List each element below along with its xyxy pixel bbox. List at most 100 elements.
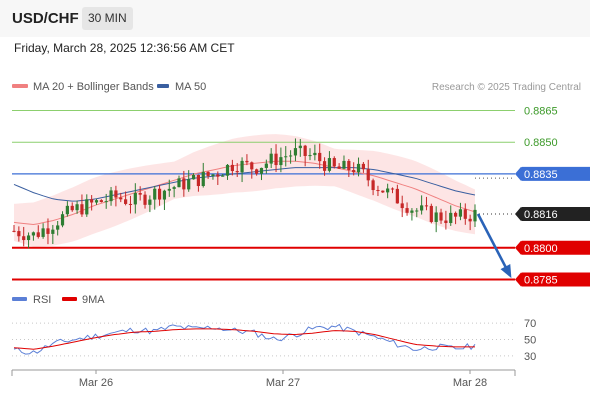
candle — [206, 171, 210, 179]
candle-body — [31, 232, 36, 236]
candle — [75, 200, 79, 214]
candle-body — [245, 160, 249, 163]
candle — [439, 208, 443, 224]
candle-body — [70, 205, 74, 211]
candle — [56, 221, 60, 236]
candle-body — [361, 163, 365, 170]
x-axis-label: Mar 27 — [266, 377, 300, 389]
candle-body — [356, 163, 361, 173]
candle-body — [473, 209, 477, 222]
candle-body — [322, 161, 327, 171]
candle — [124, 191, 128, 206]
candle-body — [279, 157, 283, 166]
candle-body — [463, 209, 467, 219]
candle-body — [216, 174, 220, 177]
candle — [284, 146, 288, 167]
candle-body — [124, 199, 128, 204]
candle — [298, 138, 302, 157]
level-label-0.8865: 0.8865 — [524, 106, 558, 118]
level-tag-pointer — [515, 240, 521, 255]
candle — [70, 202, 74, 212]
header-bar: USD/CHF 30 MIN — [0, 0, 590, 37]
candle — [332, 156, 336, 169]
candle-body — [119, 197, 123, 200]
candle-body — [434, 212, 438, 222]
candle-body — [366, 169, 370, 181]
candle — [444, 210, 448, 230]
candle — [119, 192, 123, 203]
candle-body — [201, 171, 205, 187]
candle — [133, 183, 137, 214]
candle-body — [337, 166, 341, 169]
candle-body — [94, 200, 99, 203]
candle — [356, 157, 361, 177]
candle-body — [172, 187, 176, 189]
candle — [255, 168, 259, 176]
rsi-tick-label: 30 — [524, 351, 536, 363]
candle — [230, 159, 234, 176]
level-tag-box — [521, 240, 590, 255]
candle-body — [439, 212, 443, 221]
candle — [347, 158, 351, 177]
candle-body — [347, 160, 351, 171]
candle-body — [153, 188, 157, 200]
candle-body — [410, 210, 414, 213]
candle-body — [371, 180, 375, 191]
candle — [240, 157, 244, 183]
candle — [289, 150, 293, 164]
candle-body — [259, 167, 264, 174]
candle — [434, 206, 438, 233]
candle — [322, 157, 327, 176]
candle — [308, 148, 312, 161]
level-label-0.8785: 0.8785 — [524, 274, 558, 286]
candle-body — [381, 190, 385, 193]
rsi-ma-legend-label: 9MA — [82, 294, 105, 306]
candle-body — [60, 214, 65, 226]
candle-body — [308, 155, 312, 157]
candle-body — [449, 212, 453, 224]
candle — [415, 208, 419, 218]
candle-body — [405, 208, 409, 213]
candle-body — [376, 190, 380, 192]
candle — [366, 159, 370, 187]
candle-body — [41, 228, 45, 237]
candle-body — [318, 152, 322, 162]
candle-body — [274, 153, 278, 166]
candle-body — [352, 170, 356, 173]
level-labels-layer: 0.8865 0.8850 0.8835 0.8800 0.8785 0.8816 — [476, 106, 590, 287]
candle-body — [225, 164, 230, 176]
candle-body — [342, 160, 346, 169]
level-tag-box — [521, 166, 590, 181]
timestamp: Friday, March 28, 2025 12:36:56 AM CET — [14, 41, 235, 55]
candle — [269, 148, 273, 169]
candle-body — [162, 190, 167, 200]
candle — [221, 173, 225, 177]
candle-body — [284, 156, 288, 158]
currency-pair-title: USD/CHF — [12, 10, 79, 27]
candle — [12, 224, 16, 233]
candle-body — [56, 225, 60, 230]
candle — [458, 202, 463, 221]
candle — [162, 189, 167, 211]
candle — [114, 185, 118, 207]
candle — [250, 161, 254, 179]
projection-arrow-head — [500, 264, 512, 279]
candle-body — [390, 188, 395, 190]
timeframe-button[interactable]: 30 MIN — [82, 7, 133, 30]
candle-body — [303, 145, 307, 157]
candle — [352, 162, 356, 176]
projection-arrow-shaft — [476, 213, 512, 277]
candles-layer — [12, 138, 477, 249]
candle — [463, 203, 467, 225]
candle — [46, 218, 50, 245]
candle-body — [206, 171, 210, 176]
candle — [104, 193, 108, 209]
candle-body — [99, 200, 103, 203]
candle-body — [235, 171, 239, 173]
candle — [371, 178, 375, 196]
candle — [342, 155, 346, 170]
candle — [386, 183, 390, 199]
candle-body — [250, 162, 254, 170]
candle — [390, 187, 395, 194]
